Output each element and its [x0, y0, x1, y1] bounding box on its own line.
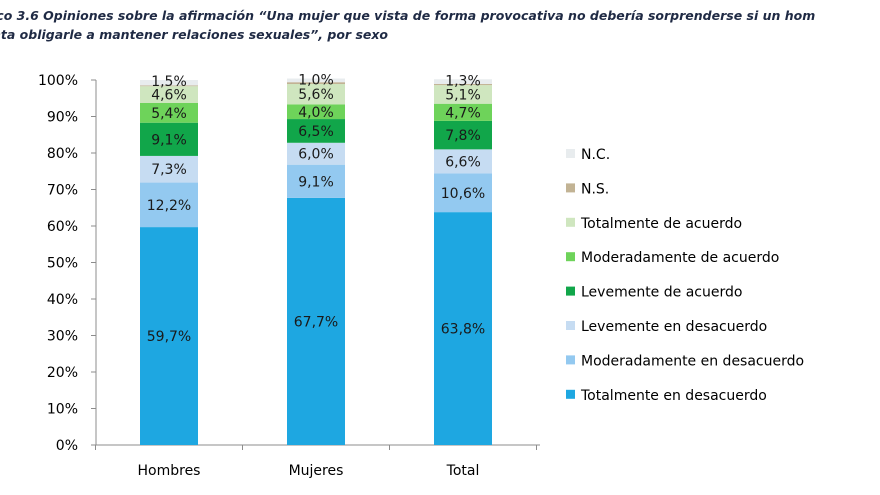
data-label: 6,0%: [298, 147, 334, 163]
legend-item: N.S.: [566, 181, 609, 197]
bar-segment-total-0: [434, 212, 492, 445]
x-axis: Hombres Mujeres Total: [138, 463, 480, 479]
data-label: 9,1%: [298, 174, 334, 190]
y-tick-label: 20%: [47, 365, 78, 381]
legend-item: Totalmente en desacuerdo: [566, 388, 767, 404]
bar-segment-mujeres-6: [287, 82, 345, 85]
legend-swatch: [566, 355, 575, 365]
legend-item: Levemente en desacuerdo: [566, 319, 767, 335]
bar-segment-hombres-4: [140, 102, 198, 123]
bars: [140, 78, 492, 445]
bar-segment-total-5: [434, 85, 492, 104]
bar-segment-mujeres-3: [287, 119, 345, 143]
bar-segment-hombres-7: [140, 80, 198, 86]
legend-swatch: [566, 149, 575, 158]
category-label: Total: [446, 463, 480, 479]
data-label: 7,8%: [445, 128, 481, 144]
data-label: 12,2%: [147, 198, 191, 214]
bar-segment-total-7: [434, 79, 492, 85]
bar-segment-hombres-5: [140, 86, 198, 103]
data-label: 63,8%: [441, 322, 485, 338]
data-label: 59,7%: [147, 329, 191, 345]
data-label: 4,6%: [151, 88, 187, 104]
data-label: 1,3%: [445, 73, 481, 89]
bar-segment-hombres-1: [140, 182, 198, 228]
data-label: 1,5%: [151, 74, 187, 90]
y-tick-label: 100%: [38, 73, 78, 89]
data-label: 5,1%: [445, 87, 481, 103]
data-labels: 59,7% 12,2% 7,3% 9,1% 5,4% 4,6%1,5% 67,7% 9,1% 6…: [147, 73, 485, 346]
bar-segment-total-4: [434, 103, 492, 121]
legend-label: Levemente en desacuerdo: [581, 319, 767, 335]
data-label: 6,6%: [445, 154, 481, 170]
legend-label: N.C.: [581, 147, 610, 163]
legend-swatch: [566, 183, 575, 193]
legend-label: Totalmente en desacuerdo: [580, 388, 767, 404]
legend-item: Levemente de acuerdo: [566, 285, 742, 301]
bar-segment-hombres-0: [140, 227, 198, 445]
legend-item: Totalmente de acuerdo: [566, 216, 742, 232]
bar-segment-total-3: [434, 120, 492, 150]
bar-segment-mujeres-5: [287, 84, 345, 105]
bar-segment-hombres-2: [140, 155, 198, 183]
data-label: 4,7%: [445, 105, 481, 121]
y-tick-label: 50%: [47, 256, 78, 272]
data-label: 9,1%: [151, 132, 187, 148]
bar-segment-mujeres-1: [287, 164, 345, 198]
chart-title-line-1: ico 3.6 Opiniones sobre la afirmación “U…: [0, 8, 816, 23]
data-label: 1,0%: [298, 73, 334, 89]
legend-label: Levemente de acuerdo: [581, 285, 742, 301]
bar-segment-total-1: [434, 173, 492, 213]
y-tick-label: 0%: [56, 438, 78, 454]
y-tick-label: 60%: [47, 219, 78, 235]
bar-segment-total-6: [434, 84, 492, 86]
legend-swatch: [566, 321, 575, 330]
chart-title: ico 3.6 Opiniones sobre la afirmación “U…: [0, 6, 880, 50]
bar-segment-mujeres-0: [287, 197, 345, 445]
legend-item: N.C.: [566, 147, 610, 163]
data-label: 7,3%: [151, 162, 187, 178]
bar-segment-mujeres-2: [287, 142, 345, 165]
bar-segment-mujeres-4: [287, 104, 345, 120]
data-label: 10,6%: [441, 186, 485, 202]
bar-segment-hombres-3: [140, 122, 198, 156]
y-tick-label: 10%: [47, 402, 78, 418]
bar-segment-mujeres-7: [287, 78, 345, 83]
y-tick-label: 30%: [47, 329, 78, 345]
data-label: 5,4%: [151, 106, 187, 122]
y-tick-label: 80%: [47, 146, 78, 162]
data-label: 5,6%: [298, 87, 334, 103]
y-tick-label: 40%: [47, 292, 78, 308]
data-label: 4,0%: [298, 105, 334, 121]
data-label: 67,7%: [294, 314, 338, 330]
legend-label: Totalmente de acuerdo: [580, 216, 742, 232]
legend-item: Moderadamente en desacuerdo: [566, 353, 804, 369]
legend-label: Moderadamente de acuerdo: [581, 250, 779, 266]
bar-segment-total-2: [434, 149, 492, 174]
bar-segment-hombres-6: [140, 85, 198, 87]
category-label: Mujeres: [289, 463, 344, 479]
legend-swatch: [566, 389, 575, 399]
category-label: Hombres: [138, 463, 201, 479]
y-tick-label: 70%: [47, 183, 78, 199]
legend-swatch: [566, 286, 575, 296]
chart-title-line-2: nta obligarle a mantener relaciones sexu…: [0, 27, 389, 42]
legend-swatch: [566, 252, 575, 262]
legend-swatch: [566, 217, 575, 227]
legend-label: N.S.: [581, 181, 609, 197]
data-label: 6,5%: [298, 124, 334, 140]
y-tick-label: 90%: [47, 110, 78, 126]
legend-label: Moderadamente en desacuerdo: [581, 353, 804, 369]
legend: N.C. N.S. Totalmente de acuerdo Moderadamen…: [566, 147, 804, 404]
legend-item: Moderadamente de acuerdo: [566, 250, 779, 266]
